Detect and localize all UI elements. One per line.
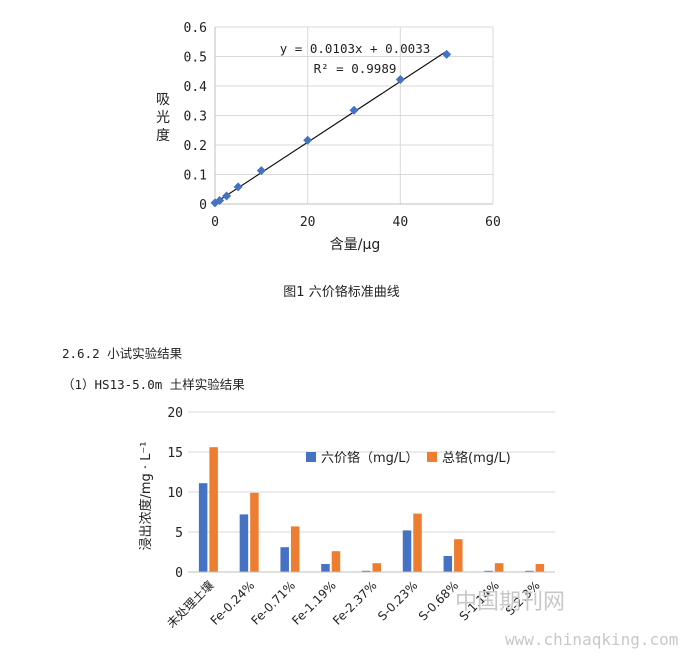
chart2-tick-labels: 0 5 10 15 20 <box>167 406 183 581</box>
chart2-ytick-label: 20 <box>167 406 183 421</box>
chart2-bar <box>413 513 422 572</box>
chart1-data-point <box>222 191 232 201</box>
chart2-bar <box>331 551 341 572</box>
chart1-trendline-line <box>214 50 447 204</box>
chart1-xtick-label: 40 <box>393 215 409 230</box>
chart2-bar <box>525 570 534 572</box>
chart1-data-point <box>303 135 313 145</box>
chart1-ylabel: 吸光度 <box>156 92 170 144</box>
chart1-points <box>210 49 452 208</box>
chart1-data-point <box>215 195 225 205</box>
chart2-bar <box>402 530 412 572</box>
chart2-bar <box>280 547 289 572</box>
chart1-ytick-label: 0 <box>199 198 207 213</box>
chart2-bar <box>372 563 381 572</box>
chart2-ytick-label: 10 <box>167 486 183 501</box>
chart2-bar <box>454 539 463 572</box>
sub-heading: （1）HS13-5.0m 土样实验结果 <box>62 377 245 392</box>
chart1-r2: R² = 0.9989 <box>314 61 397 76</box>
chart1-xtick-label: 60 <box>485 215 501 230</box>
chart1-xtick-label: 0 <box>211 215 219 230</box>
chart2-ylabel: 浸出浓度/mg · L⁻¹ <box>138 441 154 550</box>
chart1-ytick-label: 0.3 <box>184 110 207 125</box>
chart1-data-point <box>256 166 266 176</box>
chart2-legend-label: 六价铬（mg/L） <box>321 450 419 466</box>
chart1-equation: y = 0.0103x + 0.0033 <box>280 41 431 56</box>
chart1-data-point <box>395 75 405 85</box>
chart1-ytick-label: 0.5 <box>184 51 207 66</box>
chart2-category-label: Fe-2.37% <box>330 578 380 628</box>
figure1-caption: 图1 六价铬标准曲线 <box>283 285 400 300</box>
chart1-xtick-label: 20 <box>300 215 316 230</box>
chart1-ylabel-char: 光 <box>156 110 170 126</box>
chart2-ytick-label: 5 <box>175 526 183 541</box>
chart2-bar <box>362 570 371 572</box>
chart1-ytick-label: 0.1 <box>184 169 207 184</box>
chart2-bar <box>239 514 249 572</box>
chart1-data-point <box>233 182 243 192</box>
chart1-tick-labels: 0 0.1 0.2 0.3 0.4 0.5 0.6 0 20 40 60 <box>184 21 501 230</box>
chart2-bar <box>198 483 208 572</box>
chart2-bar <box>321 564 330 572</box>
chart1-axes <box>214 27 493 205</box>
chart1-trendline <box>214 50 447 204</box>
chart2-bar <box>494 563 504 572</box>
chart2-ytick-label: 0 <box>175 566 183 581</box>
chart2-legend-swatch <box>427 452 437 462</box>
chart1-ytick-label: 0.4 <box>184 80 208 95</box>
chart1-data-point <box>442 49 452 59</box>
chart1-ylabel-char: 度 <box>156 128 170 144</box>
chart2-ytick-label: 15 <box>167 446 183 461</box>
watermark-url: www.chinaqking.com <box>505 630 679 649</box>
section-heading: 2.6.2 小试实验结果 <box>62 346 183 361</box>
chart1-ytick-label: 0.6 <box>184 21 207 36</box>
standard-curve-chart: 0 0.1 0.2 0.3 0.4 0.5 0.6 0 20 40 60 y = 0.0103x +… <box>156 21 501 253</box>
chart2-category-label: 未处理土壤 <box>163 578 216 631</box>
chart1-xlabel: 含量/μg <box>330 237 381 253</box>
chart1-data-point <box>349 105 359 115</box>
chart1-ylabel-char: 吸 <box>156 92 170 108</box>
chart2-bar <box>535 564 545 572</box>
chart2-legend: 六价铬（mg/L） 总铬(mg/L) <box>306 450 511 466</box>
chart2-bar <box>484 570 493 572</box>
chart2-category-label: S-0.23% <box>375 578 420 623</box>
chart2-bar <box>250 492 259 572</box>
chart2-legend-swatch <box>306 452 316 462</box>
chart2-legend-label: 总铬(mg/L) <box>442 450 511 466</box>
watermark-cn: 中国期刊网 <box>455 590 566 615</box>
chart2-bar <box>209 447 218 572</box>
chart2-bar <box>443 556 453 572</box>
chart2-bars <box>198 447 545 572</box>
chart2-bar <box>290 526 300 572</box>
chart1-ytick-label: 0.2 <box>184 139 207 154</box>
